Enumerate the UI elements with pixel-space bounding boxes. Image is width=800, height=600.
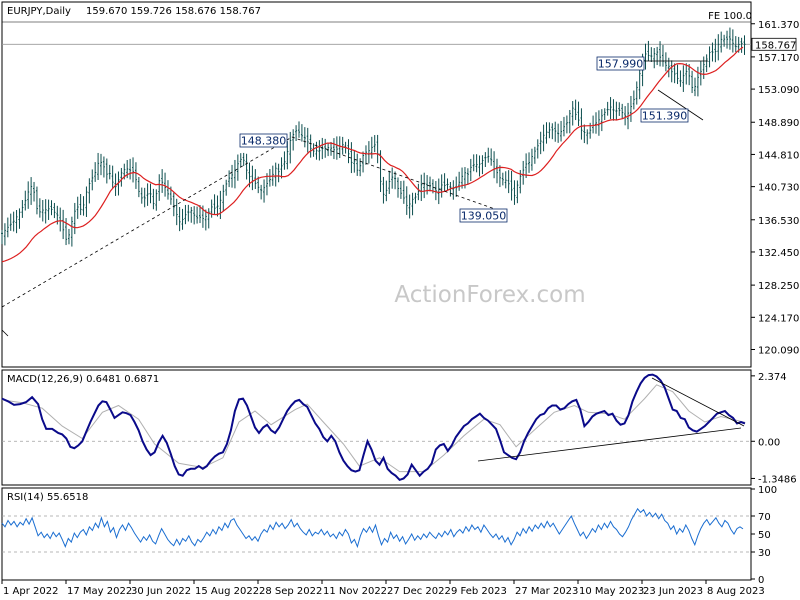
price-plot: 148.380 139.050 157.990 151.390 [1, 21, 751, 337]
rsi-y-tick-label: 70 [758, 512, 771, 523]
annotation-label: 148.380 [241, 135, 287, 148]
price-panel-frame [1, 1, 752, 368]
price-y-tick-label: 120.090 [758, 346, 799, 357]
rsi-title: RSI(14) 55.6518 [7, 492, 88, 503]
x-tick-label: 30 Jun 2022 [131, 586, 191, 597]
rsi-plot [1, 507, 751, 553]
x-tick-label: 23 Jun 2023 [643, 586, 703, 597]
macd-line [1, 373, 746, 482]
dashed-decline-trendline [291, 136, 507, 214]
rsi-y-tick-label: 100 [758, 485, 777, 496]
macd-plot [1, 373, 751, 482]
rsi-y-tick-label: 0 [758, 575, 764, 586]
price-panel: ActionForex.com 148.380 139.050 157.990 151… [1, 1, 799, 368]
rsi-y-tick-label: 50 [758, 530, 771, 541]
x-tick-label: 8 Aug 2023 [707, 586, 765, 597]
watermark: ActionForex.com [394, 282, 585, 308]
price-y-tick-label: 153.090 [758, 85, 799, 96]
annotation-box [459, 208, 508, 223]
x-tick-label: 15 Aug 2022 [195, 586, 259, 597]
annotation-label: 151.390 [642, 110, 688, 123]
rsi-panel: 100 70 50 30 0 RSI(14) 55.6518 [1, 485, 777, 586]
macd-support-trendline [477, 427, 742, 462]
fe-level-label: FE 100.0 [708, 11, 752, 22]
macd-resistance-trendline [651, 377, 745, 427]
price-y-tick-label: 128.250 [758, 281, 799, 292]
x-tick-label: 27 Mar 2023 [515, 586, 578, 597]
macd-y-tick-label: 0.00 [758, 437, 780, 448]
annotation-box [239, 133, 288, 148]
price-y-axis: 161.370 157.170 153.090 148.890 144.810 140.7… [751, 20, 799, 357]
price-y-tick-label: 140.730 [758, 183, 799, 194]
macd-y-axis: 2.374 0.00 -1.3486 [751, 372, 797, 485]
annotation-label: 139.050 [461, 210, 507, 223]
ohlc-header: 159.670 159.726 158.676 158.767 [86, 6, 261, 17]
falling-channel-line [657, 89, 704, 121]
x-tick-label: 1 Apr 2022 [3, 586, 58, 597]
price-y-tick-label: 132.450 [758, 248, 799, 259]
price-y-tick-label: 157.170 [758, 53, 799, 64]
last-price-tag-label: 158.767 [755, 40, 796, 51]
price-y-tick-label: 144.810 [758, 150, 799, 161]
macd-title: MACD(12,26,9) 0.6481 0.6871 [7, 374, 159, 385]
macd-panel-frame [1, 369, 752, 486]
macd-signal-line [1, 384, 746, 473]
annotation-box [640, 108, 689, 123]
macd-y-tick-label: -1.3486 [758, 474, 797, 485]
rsi-line [1, 507, 744, 549]
x-tick-label: 10 May 2023 [579, 586, 644, 597]
x-tick-label: 9 Feb 2023 [451, 586, 507, 597]
price-y-tick-label: 148.890 [758, 118, 799, 129]
dashed-rise-trendline [1, 136, 293, 308]
trendline-stub [1, 329, 9, 337]
annotation-label: 157.990 [598, 58, 644, 71]
annotation-box [596, 56, 645, 71]
macd-panel: 2.374 0.00 -1.3486 MACD(12,26,9) 0.6481 0.… [1, 369, 797, 486]
price-y-tick-label: 136.530 [758, 216, 799, 227]
x-tick-label: 11 Nov 2022 [323, 586, 387, 597]
price-y-tick-label: 161.370 [758, 20, 799, 31]
x-tick-label: 27 Dec 2022 [387, 586, 451, 597]
macd-y-tick-label: 2.374 [758, 372, 787, 383]
rsi-y-tick-label: 30 [758, 548, 771, 559]
x-tick-label: 28 Sep 2022 [259, 586, 322, 597]
x-tick-label: 17 May 2022 [67, 586, 132, 597]
symbol-header: EURJPY,Daily [7, 6, 71, 17]
price-y-tick-label: 124.170 [758, 313, 799, 324]
last-price-tag [751, 37, 797, 51]
moving-average-line [1, 46, 744, 263]
rsi-y-axis: 100 70 50 30 0 [751, 485, 777, 586]
